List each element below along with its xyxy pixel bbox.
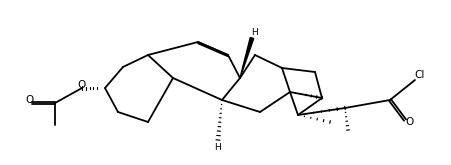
Text: O: O (405, 117, 413, 127)
Text: H: H (251, 28, 258, 36)
Text: O: O (26, 95, 34, 105)
Text: H: H (214, 143, 221, 151)
Text: Cl: Cl (414, 70, 424, 80)
Polygon shape (239, 37, 253, 78)
Text: O: O (78, 80, 86, 90)
